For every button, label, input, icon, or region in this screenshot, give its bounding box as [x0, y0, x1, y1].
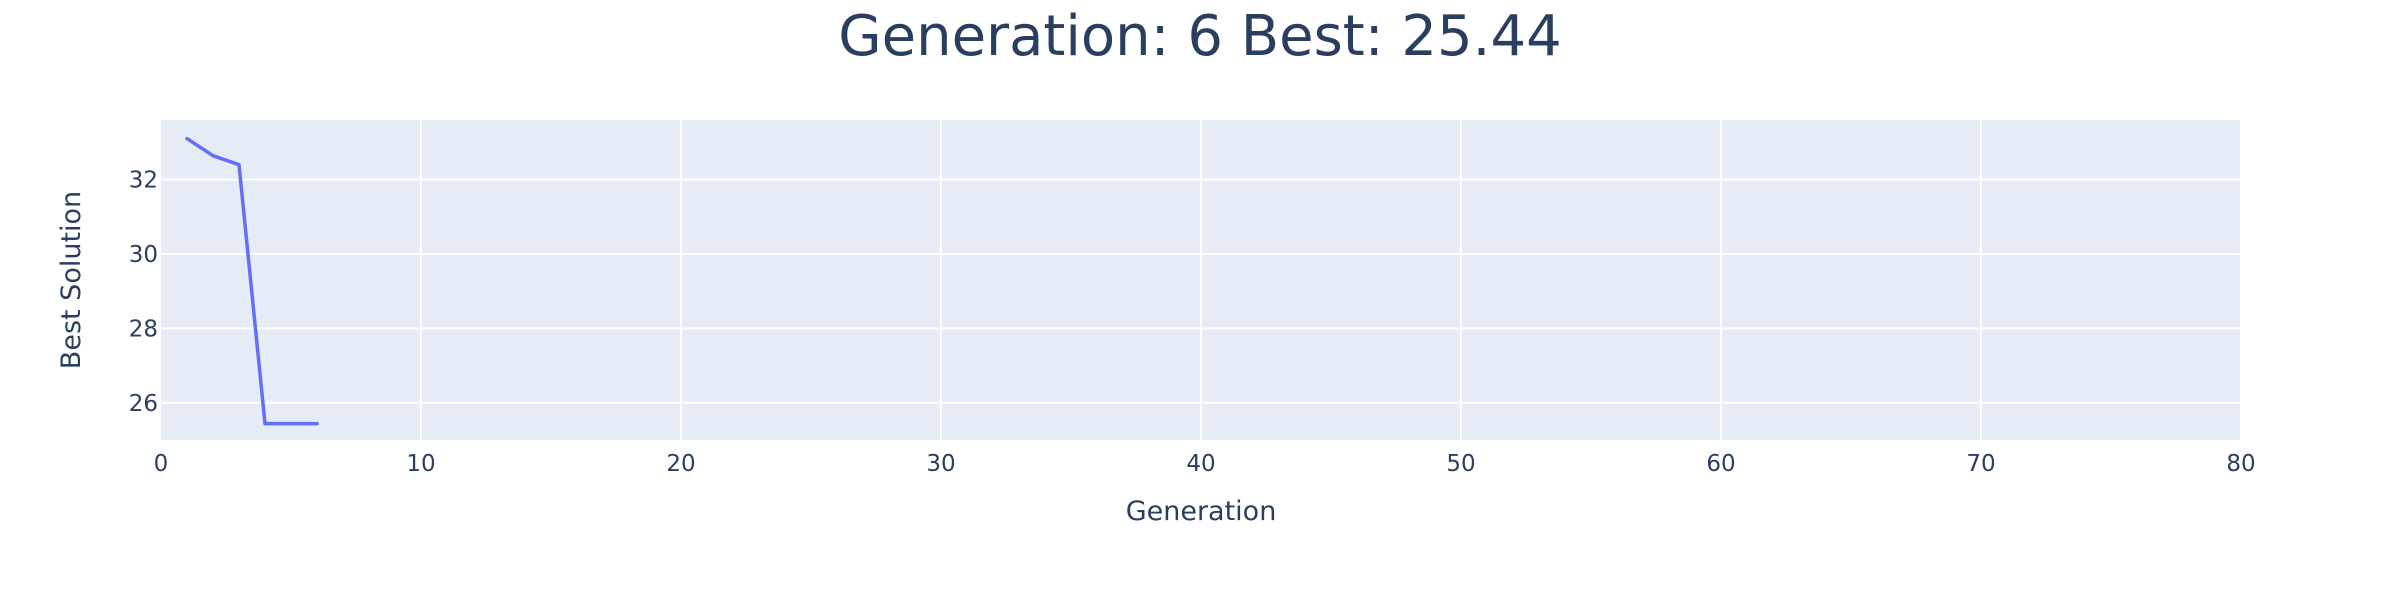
series-layer — [185, 136, 319, 426]
y-tick-label: 30 — [129, 242, 158, 268]
x-tick-label: 30 — [926, 451, 955, 477]
y-tick-label: 32 — [129, 168, 158, 194]
x-tick-label: 20 — [666, 451, 695, 477]
x-tick-label: 0 — [154, 451, 169, 477]
x-axis-title: Generation — [1126, 496, 1277, 527]
series-line — [185, 136, 319, 426]
x-tick-label: 70 — [1966, 451, 1995, 477]
x-tick-label: 50 — [1446, 451, 1475, 477]
y-axis-title: Best Solution — [56, 191, 87, 369]
y-tick-label: 26 — [129, 391, 158, 417]
tick-labels: 0 10 20 30 40 50 60 70 80 26 28 30 32 — [129, 168, 2256, 477]
x-tick-label: 10 — [406, 451, 435, 477]
gridlines — [161, 120, 2242, 440]
y-tick-label: 28 — [129, 316, 158, 342]
chart-title: Generation: 6 Best: 25.44 — [838, 4, 1562, 69]
x-tick-label: 40 — [1186, 451, 1215, 477]
x-tick-label: 60 — [1706, 451, 1735, 477]
x-tick-label: 80 — [2226, 451, 2255, 477]
